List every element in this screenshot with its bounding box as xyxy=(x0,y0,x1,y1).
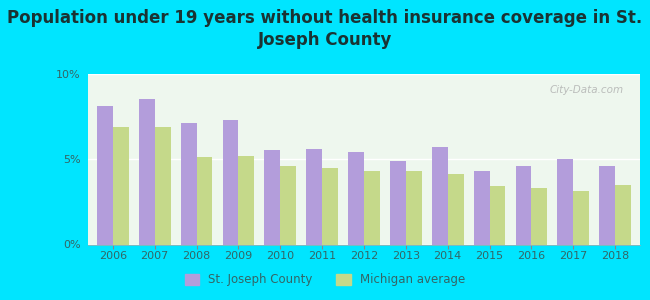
Bar xyxy=(406,171,422,244)
Bar xyxy=(113,127,129,244)
Bar xyxy=(390,161,406,244)
Bar xyxy=(532,188,547,244)
Bar xyxy=(239,156,254,244)
Bar xyxy=(97,106,113,244)
Bar xyxy=(139,99,155,244)
Bar xyxy=(196,157,213,244)
Text: Population under 19 years without health insurance coverage in St.
Joseph County: Population under 19 years without health… xyxy=(7,9,643,49)
Bar xyxy=(306,149,322,244)
Bar xyxy=(432,147,448,244)
Bar xyxy=(448,174,463,244)
Bar xyxy=(489,186,506,244)
Bar xyxy=(615,184,631,244)
Bar xyxy=(322,167,338,244)
Bar xyxy=(155,127,170,244)
Bar xyxy=(265,151,280,244)
Text: City-Data.com: City-Data.com xyxy=(549,85,623,95)
Bar xyxy=(364,171,380,244)
Bar xyxy=(573,191,589,244)
Bar xyxy=(474,171,489,244)
Bar xyxy=(599,166,615,244)
Bar xyxy=(222,120,239,244)
Bar xyxy=(515,166,532,244)
Bar xyxy=(558,159,573,244)
Bar xyxy=(280,166,296,244)
Legend: St. Joseph County, Michigan average: St. Joseph County, Michigan average xyxy=(180,269,470,291)
Bar xyxy=(181,123,196,244)
Bar xyxy=(348,152,364,244)
